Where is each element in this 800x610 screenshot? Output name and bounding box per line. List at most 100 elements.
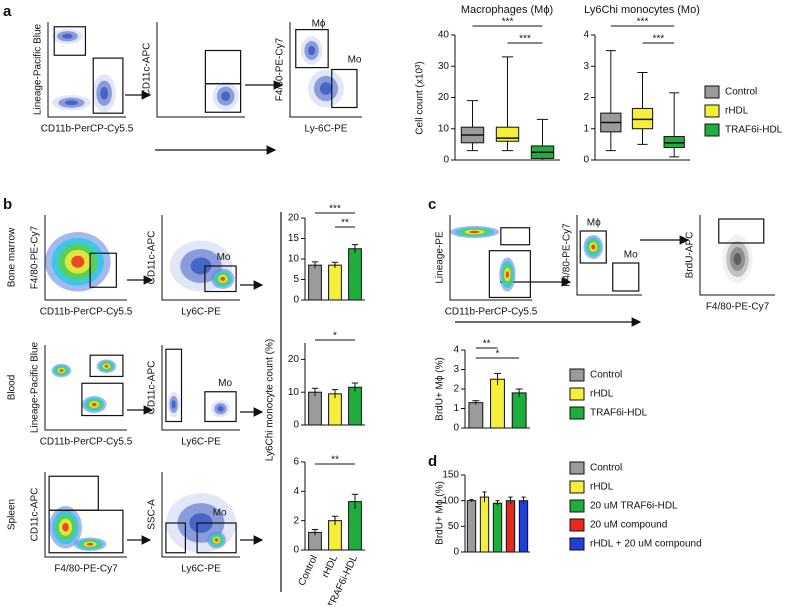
legend-swatch: [569, 518, 585, 532]
significance-label: ***: [519, 34, 531, 45]
y-tick-label: 100: [442, 495, 459, 506]
density: [591, 244, 596, 250]
flow-axes: [44, 215, 127, 301]
legend-label: 20 uM TRAF6i-HDL: [590, 501, 678, 512]
flow-x-label: CD11b-PerCP-Cy5.5: [41, 124, 134, 135]
legend-swatch: [569, 480, 585, 494]
panel-label: a: [3, 3, 12, 20]
y-tick-label: 6: [293, 457, 299, 468]
legend-swatch: [569, 499, 585, 513]
chart-title: Ly6Chi monocytes (Mo): [584, 4, 700, 16]
flow-x-label: CD11b-PerCP-Cy5.5: [40, 307, 133, 318]
flow-axes: [156, 22, 245, 118]
row-label: Spleen: [7, 499, 18, 530]
y-tick-label: 0: [293, 420, 299, 431]
flow-y-label: CD11c-APC: [147, 361, 158, 415]
legend-label: Control: [725, 87, 757, 98]
y-tick-label: 1: [583, 123, 589, 134]
flow-plot: [169, 240, 235, 292]
gate: [89, 252, 117, 288]
significance-label: *: [333, 331, 337, 342]
y-tick-label: 0: [293, 295, 299, 306]
bar: [328, 520, 342, 551]
gate-label: Mo: [348, 55, 362, 66]
y-tick-label: 1: [453, 403, 459, 414]
gate: [204, 49, 242, 85]
gate: [92, 57, 124, 114]
legend-swatch: [704, 85, 720, 99]
bar: [328, 264, 342, 301]
bar: [308, 264, 322, 301]
flow-x-label: Ly-6C-PE: [305, 124, 348, 135]
y-tick-label: 0: [443, 155, 449, 166]
flow-axes: [161, 345, 240, 431]
flow-x-label: Ly6C-PE: [181, 307, 221, 318]
gate: [53, 26, 87, 56]
flow-axes: [289, 22, 362, 118]
flow-y-label: F4/80-PE-Cy7: [562, 223, 573, 287]
flow-y-label: F4/80-PE-Cy7: [275, 37, 286, 101]
x-tick-label: rHDL: [320, 553, 340, 579]
bar: [308, 391, 322, 426]
significance-label: **: [341, 218, 349, 229]
flow-x-label: Ly6C-PE: [181, 437, 221, 448]
y-axis-label: Ly6Chi monocyte count (%): [265, 339, 276, 461]
flow-plot: [722, 235, 753, 283]
gate: [165, 522, 186, 554]
flow-y-label: Lineage-Pacific Blue: [33, 23, 44, 115]
flow-plot: [51, 28, 116, 113]
density: [104, 364, 109, 368]
bar: [518, 500, 529, 553]
gate: [579, 230, 607, 264]
y-tick-label: 3: [453, 364, 459, 375]
flow-y-label: CD11c-APC: [30, 488, 41, 542]
gate: [48, 475, 99, 511]
flow-x-label: Ly6C-PE: [181, 564, 221, 575]
y-tick-label: 3: [583, 61, 589, 72]
density: [214, 538, 219, 542]
gate: [196, 522, 237, 554]
y-tick-label: 2: [583, 92, 589, 103]
gate: [165, 348, 183, 423]
box: [663, 136, 685, 148]
y-axis-label: Cell count (x10³): [415, 61, 426, 134]
density: [171, 400, 176, 409]
flow-y-label: Lineage-PE: [435, 231, 446, 284]
y-tick-label: 2: [453, 384, 459, 395]
flow-y-label: SSC-A: [147, 499, 158, 530]
gate: [204, 391, 237, 423]
gate-label: Mo: [213, 507, 227, 518]
legend-swatch: [704, 123, 720, 137]
box: [631, 107, 654, 130]
gate: [500, 227, 531, 246]
y-tick-label: 0: [453, 423, 459, 434]
significance-label: ***: [329, 204, 341, 215]
legend-label: rHDL: [725, 106, 749, 117]
y-tick-label: 20: [438, 92, 450, 103]
flow-y-label: BrdU-APC: [685, 232, 696, 279]
flow-plot: [300, 36, 344, 108]
flow-plot: [51, 359, 117, 413]
density: [217, 405, 224, 412]
significance-label: *: [496, 349, 500, 360]
legend-label: Control: [590, 463, 622, 474]
density: [100, 86, 109, 100]
bar: [466, 500, 477, 553]
flow-y-label: CD11c-APC: [147, 231, 158, 285]
density: [62, 33, 73, 39]
legend-swatch: [569, 537, 585, 551]
flow-x-label: CD11b-PerCP-Cy5.5: [445, 307, 538, 318]
box: [495, 126, 520, 142]
legend-swatch: [704, 104, 720, 118]
y-tick-label: 4: [453, 345, 459, 356]
legend-label: TRAF6i-HDL: [590, 408, 648, 419]
legend-label: rHDL: [590, 482, 614, 493]
legend-swatch: [569, 461, 585, 475]
density: [221, 91, 231, 101]
flow-axes: [449, 215, 532, 301]
legend-swatch: [569, 368, 585, 382]
legend-label: rHDL + 20 uM compound: [590, 539, 702, 550]
density: [320, 82, 332, 95]
density: [469, 230, 480, 234]
